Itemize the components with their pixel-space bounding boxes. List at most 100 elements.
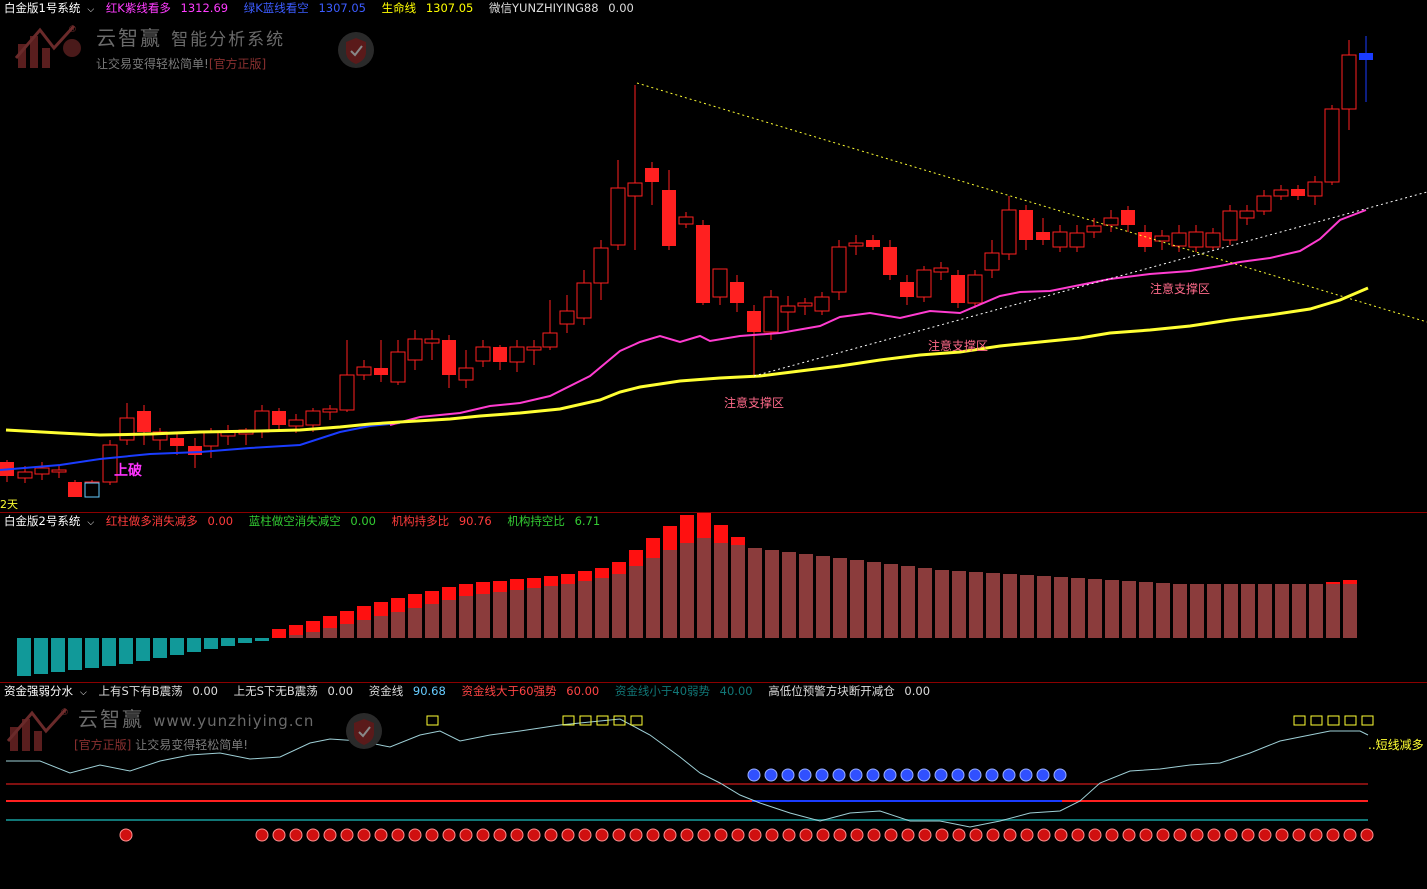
s-signal-icon — [1036, 768, 1050, 782]
b-signal-icon — [765, 828, 779, 842]
b-signal-icon — [1105, 828, 1119, 842]
long-increase-bar — [425, 591, 439, 604]
candle-body — [1307, 181, 1323, 197]
candle-body — [951, 275, 965, 303]
long-increase-bar — [1343, 580, 1357, 584]
long-increase-bar — [476, 582, 490, 594]
warning-square — [1293, 715, 1306, 726]
panel1-system-name[interactable]: 白金版1号系统 — [4, 1, 81, 15]
candle-body — [1036, 232, 1050, 240]
b-signal-icon — [323, 828, 337, 842]
watermark-brand-2: 云智赢 www.yunzhiying.cn — [78, 707, 315, 731]
long-increase-bar — [561, 574, 575, 584]
s-signal-icon — [866, 768, 880, 782]
candle-body — [883, 247, 897, 275]
indicator-strong: 资金线大于60强势 60.00 — [461, 684, 600, 698]
b-signal-icon — [663, 828, 677, 842]
long-bar — [799, 554, 813, 638]
svg-text:®: ® — [60, 708, 69, 718]
b-signal-icon — [1071, 828, 1085, 842]
capital-chart[interactable] — [0, 683, 1427, 889]
b-signal-icon — [119, 828, 133, 842]
b-signal-icon — [748, 828, 762, 842]
candle-body — [17, 471, 33, 479]
long-increase-bar — [646, 538, 660, 558]
long-increase-bar — [442, 587, 456, 600]
candle-body — [1154, 235, 1170, 242]
long-bar — [952, 571, 966, 638]
candle-body — [458, 367, 474, 381]
long-bar — [1258, 584, 1272, 638]
long-bar — [714, 543, 728, 638]
candle-body — [254, 410, 270, 433]
indicator-no-s-b: 上无S下无B震荡 0.00 — [233, 684, 354, 698]
blue-line — [0, 422, 401, 471]
b-signal-icon — [578, 828, 592, 842]
b-signal-icon — [850, 828, 864, 842]
candle-body — [696, 225, 710, 303]
panel2-system-name[interactable]: 白金版2号系统 — [4, 514, 81, 528]
long-increase-bar — [680, 515, 694, 543]
b-signal-icon — [782, 828, 796, 842]
short-bar — [187, 638, 201, 652]
b-signal-icon — [510, 828, 524, 842]
panel3-system-name[interactable]: 资金强弱分水 — [4, 684, 73, 698]
support-label-2: 注意支撑区 — [928, 339, 989, 353]
chevron-down-icon[interactable]: ⌵ — [87, 518, 95, 528]
candle-body — [797, 302, 813, 307]
short-bar — [170, 638, 184, 655]
b-signal-icon — [612, 828, 626, 842]
b-signal-icon — [527, 828, 541, 842]
shield-icon — [344, 711, 384, 755]
warning-square — [630, 715, 643, 726]
histogram-panel[interactable]: 白金版2号系统 ⌵ 红柱做多消失减多 0.00 蓝柱做空消失减空 0.00 机构持… — [0, 512, 1427, 683]
candle-body — [424, 338, 440, 344]
watermark-slogan: 让交易变得轻松简单![官方正版] — [96, 57, 267, 71]
b-signal-icon — [1020, 828, 1034, 842]
candle-body — [1291, 189, 1305, 196]
long-bar — [561, 584, 575, 638]
candle-body — [678, 216, 694, 225]
indicator-life-line: 生命线 1307.05 — [381, 1, 474, 15]
histogram-chart[interactable] — [0, 513, 1427, 683]
breakout-label: 上破 — [114, 463, 142, 479]
long-bar — [323, 628, 337, 638]
candle-body — [967, 274, 983, 304]
b-signal-icon — [1360, 828, 1374, 842]
long-bar — [1343, 584, 1357, 638]
long-increase-bar — [612, 562, 626, 574]
b-signal-icon — [1156, 828, 1170, 842]
long-bar — [1224, 584, 1238, 638]
short-bar — [204, 638, 218, 649]
main-chart-panel[interactable]: 白金版1号系统 ⌵ 红K紫线看多 1312.69 绿K蓝线看空 1307.05 生… — [0, 0, 1427, 512]
long-bar — [1037, 576, 1051, 638]
long-bar — [1088, 579, 1102, 638]
capital-panel[interactable]: 资金强弱分水 ⌵ 上有S下有B震荡 0.00 上无S下无B震荡 0.00 资金线 … — [0, 682, 1427, 889]
support-trendline — [753, 191, 1427, 377]
purple-line — [389, 209, 1367, 426]
short-bar — [255, 638, 269, 641]
shield-icon — [336, 30, 376, 74]
long-bar — [663, 550, 677, 638]
b-signal-icon — [935, 828, 949, 842]
b-signal-icon — [1326, 828, 1340, 842]
candle-body — [1359, 53, 1373, 60]
s-signal-icon — [1019, 768, 1033, 782]
short-bar — [17, 638, 31, 676]
capital-line — [6, 718, 1369, 828]
candlestick-chart[interactable] — [0, 0, 1427, 512]
indicator-blue-bar: 蓝柱做空消失减空 0.00 — [248, 514, 376, 528]
chevron-down-icon[interactable]: ⌵ — [80, 688, 87, 698]
watermark-logo-2: ® — [6, 701, 76, 757]
candle-body — [374, 368, 388, 375]
s-signal-icon — [747, 768, 761, 782]
b-signal-icon — [1173, 828, 1187, 842]
chevron-down-icon[interactable]: ⌵ — [87, 5, 95, 15]
b-signal-icon — [1190, 828, 1204, 842]
b-signal-icon — [867, 828, 881, 842]
b-signal-icon — [289, 828, 303, 842]
candle-body — [137, 411, 151, 432]
b-signal-icon — [901, 828, 915, 842]
warning-square — [579, 715, 592, 726]
long-bar — [459, 596, 473, 638]
